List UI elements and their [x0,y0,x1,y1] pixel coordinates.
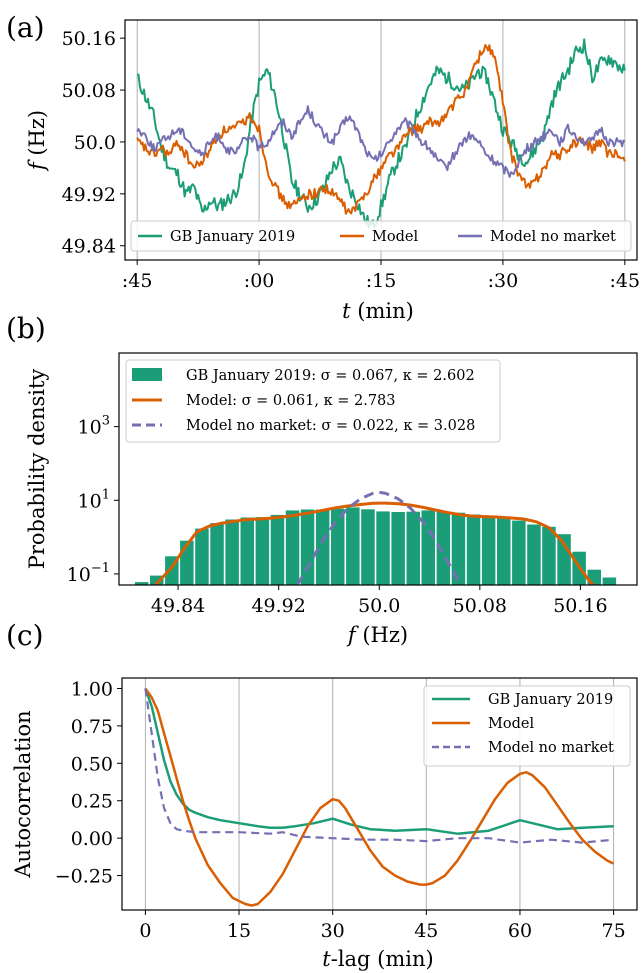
y-tick-label: 103 [78,414,110,439]
histogram-bar [391,512,405,585]
y-tick-label: 50.08 [62,80,116,102]
model-pdf-line [154,501,595,585]
histogram-bar [602,577,617,585]
x-tick-label: :00 [244,270,275,292]
histogram-bar [512,520,526,585]
panel-c-xlabel: t-lag (min) [322,947,433,971]
x-tick-label: 50.16 [553,595,607,617]
legend-label-no-market-pdf: Model no market: σ = 0.022, κ = 3.028 [186,418,475,434]
histogram-bar [466,514,481,585]
panel-a-xlabel: t (min) [342,299,414,323]
x-tick-label: :15 [366,270,397,292]
y-tick-label: 0.75 [71,716,113,738]
x-tick-label: 50.08 [453,595,507,617]
y-tick-label: 0.25 [71,791,113,813]
x-tick-label: :30 [488,270,519,292]
histogram-bar [285,510,300,585]
panel-b-frame [118,352,638,586]
histogram-bar [300,509,315,585]
x-tick-label: 15 [227,920,251,942]
panel-b-legend: GB January 2019: σ = 0.067, κ = 2.602 Mo… [125,359,501,443]
series-line-gb [136,38,626,229]
y-tick-label: 1.00 [71,678,113,700]
legend-label-hist: GB January 2019: σ = 0.067, κ = 2.602 [186,368,475,384]
y-tick-label: 10−1 [67,561,110,586]
histogram-bar [225,519,239,585]
series-line-no-market [136,105,626,178]
histogram-bar [497,518,511,585]
panel-c-legend-box [423,685,631,767]
x-tick-label: 45 [414,920,438,942]
histogram-bar [421,510,435,585]
legend-label-gb-acf: GB January 2019 [488,692,613,708]
histogram-bar [134,582,149,585]
legend-label-no-market: Model no market [490,229,616,245]
histogram-bar [240,517,254,585]
panel-b-legend-box [125,359,501,443]
panel-c-label: (c) [6,619,44,652]
y-tick-label: 0.50 [71,753,113,775]
y-tick-label: 50.16 [62,28,116,50]
y-tick-label: 49.92 [62,184,116,206]
panel-a-legend-box [130,220,632,252]
x-tick-label: :45 [122,270,153,292]
legend-label-model: Model [372,229,418,245]
legend-label-no-market-acf: Model no market [488,740,614,756]
panel-b-ylabel: Probability density [25,369,49,570]
histogram-bar [331,508,345,585]
legend-label-model-acf: Model [488,716,534,732]
histogram-bar [436,511,451,585]
no-market-pdf-line [296,490,463,585]
x-tick-label: 60 [508,920,532,942]
panel-a-label: (a) [6,11,45,44]
panel-c-frame [121,677,638,911]
y-tick-label: 49.84 [62,236,116,258]
histogram-bar [210,523,224,585]
histogram-bar [481,517,496,585]
y-tick-label: 101 [78,487,110,512]
x-tick-label: 49.92 [251,595,305,617]
legend-swatch-hist [132,368,162,381]
legend-label-model-pdf: Model: σ = 0.061, κ = 2.783 [186,393,396,409]
panel-a: (a) :45 :00 :15 :30 :45 49.84 49.92 50.0 50.08 5… [6,11,640,323]
acf-line-no-market [144,688,614,844]
histogram-bar [315,509,330,585]
histogram-bar [542,526,556,585]
x-tick-label: 0 [139,920,151,942]
panel-c-legend: GB January 2019 Model Model no market [423,685,631,767]
x-tick-label: 75 [601,920,625,942]
y-tick-label: 0.00 [71,828,113,850]
panel-a-ylabel: f (Hz) [25,110,49,172]
acf-line-gb [144,688,614,835]
panel-c: (c) 0 15 30 45 60 75 −0.25 0.00 0.25 0.50 0.75 1.0… [6,619,638,971]
x-tick-label: 50.0 [358,595,400,617]
panel-c-ylabel: Autocorrelation [11,710,35,878]
histogram-bar [376,511,390,585]
histogram-bar [270,514,285,585]
x-tick-label: 30 [321,920,345,942]
panel-b: (b) 49.84 49.92 50.0 50.08 50.16 10−1101103 … [6,312,638,647]
x-tick-label: 49.84 [151,595,205,617]
legend-label-gb: GB January 2019 [170,229,295,245]
histogram-bar [527,524,541,585]
panel-a-legend: GB January 2019 Model Model no market [130,220,632,252]
histogram-bar [451,512,466,585]
histogram-bar [346,507,360,585]
histogram-bar [255,517,270,585]
y-tick-label: 50.0 [74,132,116,154]
panel-b-xlabel: f (Hz) [346,623,408,647]
histogram-bar [361,509,375,585]
histogram-bar [150,575,164,585]
x-tick-label: :45 [610,270,641,292]
histogram-bar [406,511,420,585]
histogram-bar [195,528,209,585]
panel-b-label: (b) [6,312,46,345]
y-tick-label: −0.25 [55,866,113,888]
